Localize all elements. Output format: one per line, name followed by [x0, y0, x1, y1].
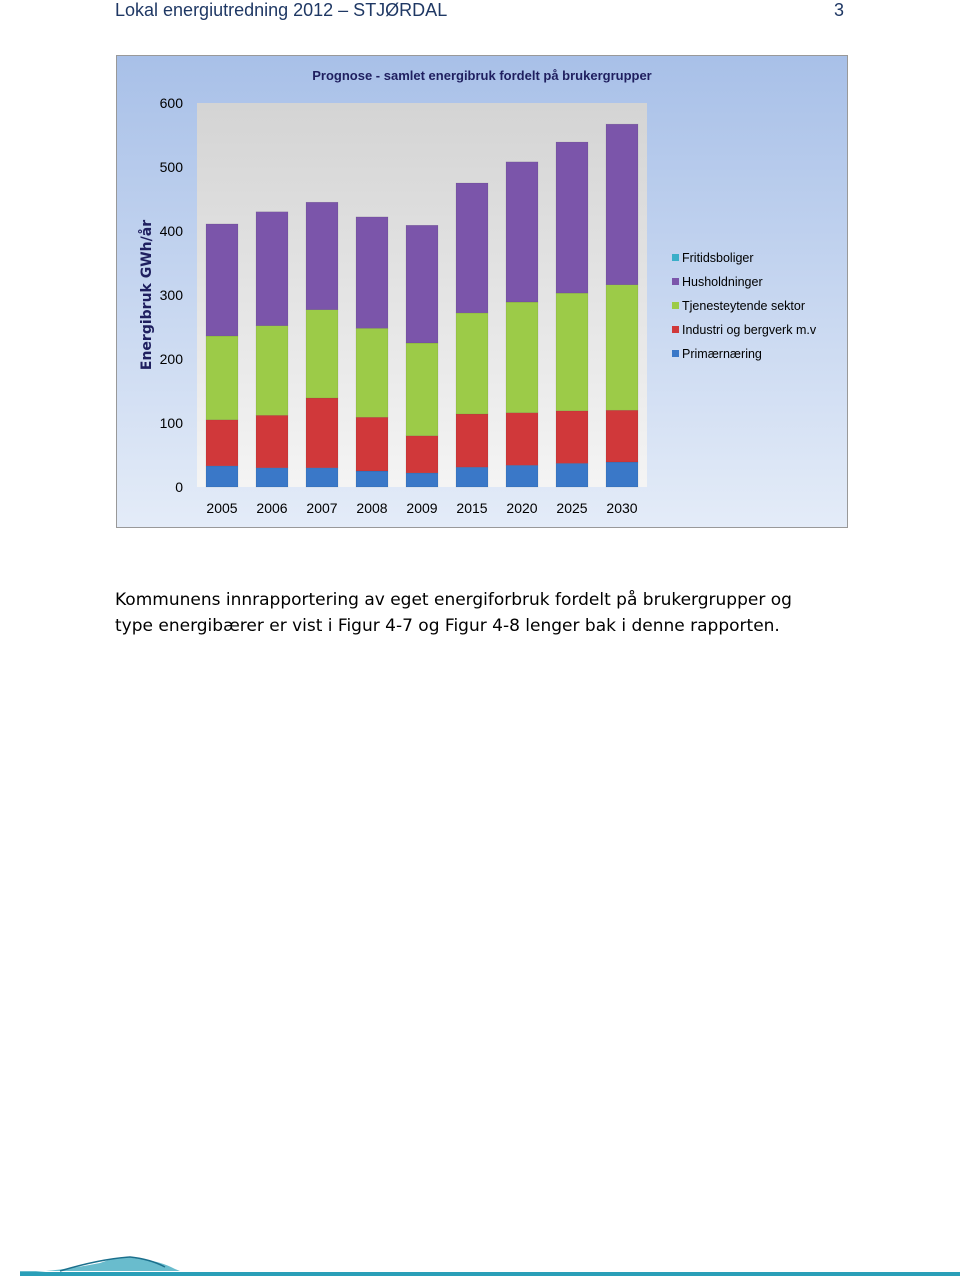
bar-segment — [355, 216, 389, 329]
bar-segment — [255, 467, 289, 488]
bar-segment — [405, 435, 439, 474]
bar-segment — [255, 415, 289, 469]
x-tick-label: 2006 — [256, 500, 287, 516]
bar-segment — [205, 465, 239, 488]
legend-label: Industri og bergverk m.v — [682, 323, 817, 337]
bar-segment — [205, 335, 239, 421]
bar-segment — [455, 312, 489, 415]
bar-segment — [555, 463, 589, 488]
bar-segment — [205, 223, 239, 337]
bar-segment — [305, 467, 339, 488]
bar-segment — [455, 182, 489, 314]
bar-segment — [305, 201, 339, 310]
x-tick-label: 2005 — [206, 500, 237, 516]
bar-segment — [355, 328, 389, 418]
body-line: Kommunens innrapportering av eget energi… — [115, 590, 792, 610]
y-tick-label: 600 — [160, 95, 184, 111]
bar-segment — [505, 412, 539, 466]
x-tick-label: 2015 — [456, 500, 487, 516]
y-tick-label: 200 — [160, 351, 184, 367]
page-number: 3 — [834, 0, 845, 20]
legend-label: Primærnæring — [682, 347, 762, 361]
y-tick-label: 100 — [160, 415, 184, 431]
bar-segment — [455, 466, 489, 488]
bar-segment — [555, 141, 589, 294]
x-tick-label: 2009 — [406, 500, 437, 516]
bar-segment — [505, 161, 539, 303]
y-tick-label: 500 — [160, 159, 184, 175]
body-line: type energibærer er vist i Figur 4-7 og … — [115, 616, 780, 636]
bar-segment — [555, 410, 589, 464]
bar-segment — [355, 416, 389, 472]
footer-logo — [20, 1256, 960, 1276]
bar-segment — [305, 397, 339, 469]
y-tick-label: 400 — [160, 223, 184, 239]
y-axis-label: Energibruk GWh/år — [138, 220, 155, 370]
x-tick-label: 2025 — [556, 500, 587, 516]
x-tick-label: 2030 — [606, 500, 637, 516]
chart-title: Prognose - samlet energibruk fordelt på … — [312, 68, 652, 83]
legend-swatch — [672, 278, 679, 285]
bar-segment — [405, 224, 439, 344]
bar-segment — [455, 413, 489, 468]
bar-segment — [405, 472, 439, 488]
bar-segment — [605, 123, 639, 286]
legend-swatch — [672, 350, 679, 357]
legend-swatch — [672, 254, 679, 261]
bar-segment — [255, 325, 289, 416]
bar-segment — [505, 464, 539, 488]
bar-segment — [505, 301, 539, 414]
bar-segment — [555, 292, 589, 412]
bar-segment — [605, 284, 639, 411]
bar-segment — [305, 309, 339, 399]
bar-segment — [605, 409, 639, 463]
legend-swatch — [672, 302, 679, 309]
x-tick-label: 2020 — [506, 500, 537, 516]
header-title: Lokal energiutredning 2012 – STJØRDAL — [115, 0, 448, 20]
bar-segment — [205, 419, 239, 467]
legend-swatch — [672, 326, 679, 333]
legend-label: Husholdninger — [682, 275, 763, 289]
x-tick-label: 2008 — [356, 500, 387, 516]
bar-segment — [605, 461, 639, 488]
y-tick-label: 0 — [175, 479, 183, 495]
x-tick-label: 2007 — [306, 500, 337, 516]
chart: Prognose - samlet energibruk fordelt på … — [116, 55, 848, 528]
bar-segment — [255, 211, 289, 326]
legend-label: Fritidsboliger — [682, 251, 754, 265]
legend-label: Tjenesteytende sektor — [682, 299, 805, 313]
y-tick-label: 300 — [160, 287, 184, 303]
bar-segment — [355, 470, 389, 488]
bar-segment — [405, 342, 439, 437]
